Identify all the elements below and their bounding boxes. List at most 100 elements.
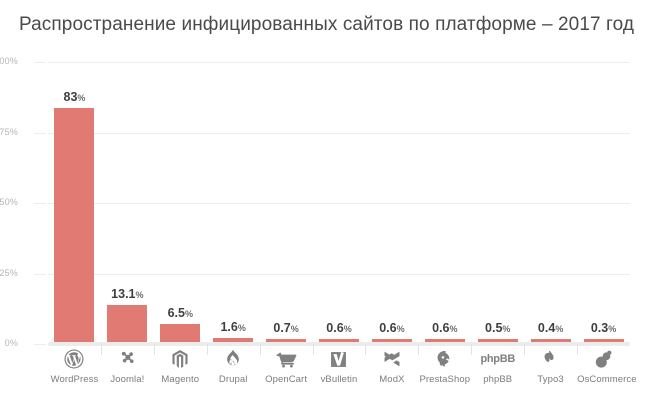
- category-tick-mark: [312, 344, 314, 355]
- bar-group[interactable]: 83%: [54, 62, 95, 344]
- gridline: [48, 62, 630, 63]
- bar[interactable]: [530, 339, 571, 342]
- bar-group[interactable]: 0.5%: [477, 62, 518, 344]
- bar[interactable]: [424, 339, 465, 342]
- bar-value: 83: [63, 89, 78, 104]
- bar-group[interactable]: 0.4%: [530, 62, 571, 344]
- y-axis-tick-mark: [34, 273, 46, 275]
- category-tick-mark: [153, 344, 155, 355]
- bar-value-unit: %: [449, 324, 458, 334]
- bar[interactable]: [54, 107, 95, 342]
- phpbb-icon: phpBB: [480, 353, 515, 365]
- bar-value-unit: %: [77, 92, 86, 103]
- bar[interactable]: [107, 305, 148, 342]
- gridline: [48, 203, 630, 204]
- bar-value: 0.4: [537, 321, 556, 335]
- category-tick-mark: [524, 344, 526, 355]
- category-item-prestashop[interactable]: PrestaShop: [418, 346, 471, 406]
- vbulletin-icon: [313, 346, 366, 372]
- bar-value-label: 6.5%: [168, 306, 193, 320]
- bar-value-unit: %: [184, 308, 193, 319]
- typo3-icon: [524, 346, 577, 372]
- y-axis-tick-label: 100%: [0, 56, 18, 66]
- bar[interactable]: [160, 323, 201, 342]
- bar-value-label: 1.6%: [220, 320, 245, 334]
- bar-value-unit: %: [290, 324, 299, 334]
- bar-group[interactable]: 0.6%: [371, 62, 412, 344]
- gridline: [48, 132, 630, 134]
- category-item-typo3[interactable]: Typo3: [524, 346, 577, 406]
- bar-group[interactable]: 13.1%: [107, 62, 148, 344]
- bar-value-label: 0.4%: [538, 321, 563, 335]
- plot-area: 0%25%50%75%100%83%13.1%6.5%1.6%0.7%0.6%0…: [0, 56, 630, 348]
- opencart-icon: [260, 346, 313, 372]
- category-item-opencart[interactable]: OpenCart: [260, 346, 313, 406]
- y-axis-tick-mark: [34, 132, 46, 134]
- bar-value-label: 0.3%: [591, 321, 616, 335]
- y-axis-tick-label: 25%: [0, 267, 18, 278]
- category-axis: WordPress Joomla! Magento Drupal OpenCart vBu…: [48, 344, 637, 406]
- bar-value-label: 0.7%: [273, 321, 298, 335]
- bar-value: 0.6: [326, 321, 344, 335]
- bar[interactable]: [583, 339, 624, 342]
- category-item-magento[interactable]: Magento: [154, 346, 207, 406]
- bar[interactable]: [213, 337, 254, 342]
- category-item-drupal[interactable]: Drupal: [207, 346, 260, 406]
- y-axis-tick-mark: [34, 203, 46, 204]
- bar-value: 6.5: [167, 305, 185, 320]
- category-item-vbulletin[interactable]: vBulletin: [313, 346, 366, 406]
- bar-group[interactable]: 0.6%: [319, 62, 359, 344]
- category-tick-mark: [418, 344, 420, 355]
- bar-group[interactable]: 0.7%: [266, 62, 307, 344]
- category-item-modx[interactable]: ModX: [365, 346, 418, 406]
- category-tick-mark: [206, 344, 208, 355]
- modx-icon: [365, 346, 418, 372]
- bar-value: 0.6: [379, 321, 397, 335]
- category-label: phpBB: [483, 374, 513, 385]
- bar-value: 0.5: [485, 321, 503, 335]
- category-label: Drupal: [218, 374, 248, 385]
- magento-icon: [154, 346, 207, 372]
- category-label: Typo3: [537, 374, 564, 385]
- prestashop-icon: [418, 346, 471, 372]
- bar[interactable]: [266, 339, 307, 342]
- bar-value-label: 0.5%: [485, 321, 510, 335]
- bar-group[interactable]: 1.6%: [213, 62, 254, 344]
- category-label: Joomla!: [110, 374, 145, 385]
- bar-value: 13.1: [111, 287, 136, 302]
- bar[interactable]: [477, 339, 518, 342]
- bar-value-label: 0.6%: [379, 321, 404, 335]
- gridline: [48, 273, 630, 275]
- bar-value-label: 83%: [63, 90, 85, 104]
- axis-baseline: [48, 342, 630, 346]
- category-item-oscommerce[interactable]: OsCommerce: [577, 346, 637, 406]
- bar[interactable]: [319, 339, 359, 342]
- category-label: PrestaShop: [419, 374, 471, 385]
- bar-value: 0.6: [432, 321, 450, 335]
- bar[interactable]: [371, 339, 412, 342]
- category-tick-mark: [259, 344, 261, 355]
- category-label: WordPress: [50, 374, 99, 385]
- category-item-phpbb[interactable]: phpBB phpBB: [471, 346, 524, 406]
- category-label: Magento: [161, 374, 200, 385]
- bar-value-label: 0.6%: [432, 321, 457, 335]
- y-axis-tick-label: 0%: [4, 338, 18, 348]
- category-item-wordpress[interactable]: WordPress: [48, 346, 101, 406]
- category-item-joomla[interactable]: Joomla!: [101, 346, 154, 406]
- category-label: ModX: [379, 374, 405, 385]
- y-axis-tick-label: 75%: [0, 126, 18, 137]
- bar-group[interactable]: 0.6%: [424, 62, 465, 344]
- oscommerce-icon: [577, 346, 630, 372]
- category-label: OpenCart: [265, 374, 308, 385]
- bar-value-unit: %: [555, 324, 564, 334]
- page-title: Распространение инфицированных сайтов по…: [19, 14, 635, 35]
- wordpress-icon: [48, 346, 101, 372]
- bar-value-unit: %: [237, 322, 246, 333]
- bar-group[interactable]: 0.3%: [583, 62, 624, 344]
- bar-value-unit: %: [343, 324, 352, 334]
- y-axis-tick-label: 50%: [0, 197, 18, 207]
- bar-value-unit: %: [135, 290, 144, 301]
- category-tick-mark: [577, 344, 579, 355]
- bar-group[interactable]: 6.5%: [160, 62, 201, 344]
